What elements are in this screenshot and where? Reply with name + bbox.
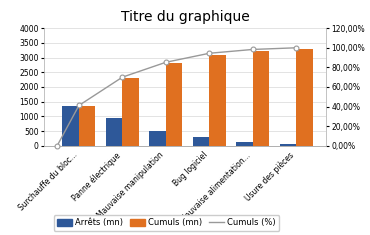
Bar xyxy=(166,63,182,146)
Bar xyxy=(209,55,226,146)
Bar xyxy=(236,142,253,146)
Bar xyxy=(149,131,166,146)
Bar xyxy=(253,51,269,146)
Bar xyxy=(122,78,139,146)
Bar xyxy=(193,137,209,146)
Legend: Arrêts (mn), Cumuls (mn), Cumuls (%): Arrêts (mn), Cumuls (mn), Cumuls (%) xyxy=(54,215,279,231)
Title: Titre du graphique: Titre du graphique xyxy=(121,10,249,24)
Bar xyxy=(79,106,95,146)
Bar xyxy=(296,49,313,146)
Bar xyxy=(63,106,79,146)
Bar xyxy=(280,144,296,146)
Bar xyxy=(106,118,122,146)
